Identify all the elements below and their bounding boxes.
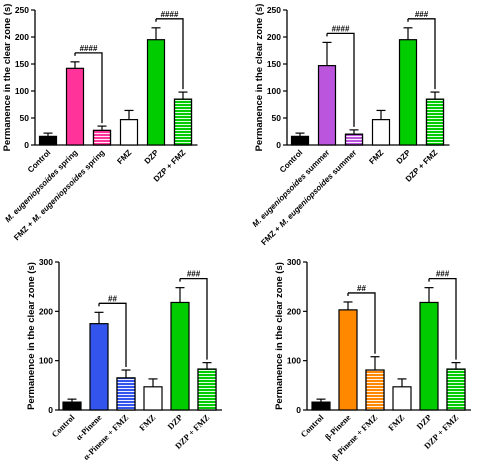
significance-label: ###: [415, 10, 429, 19]
y-axis-label: Permanence in the clear zone (s): [26, 262, 37, 410]
significance-label: ####: [161, 10, 179, 19]
category-label: Control: [278, 148, 304, 174]
category-label: Control: [298, 412, 325, 439]
y-tick-label: 0: [276, 140, 281, 150]
y-axis-label: Permanence in the clear zone (s): [254, 4, 265, 152]
bar: [371, 119, 391, 146]
category-label: FMZ: [386, 412, 407, 433]
bar: [290, 135, 310, 146]
bar: [392, 386, 412, 411]
bar: [311, 401, 331, 411]
bar: [65, 67, 85, 146]
bar-hatch: [446, 368, 466, 411]
significance-bracket: [180, 278, 208, 360]
category-label: FMZ: [367, 148, 385, 166]
y-tick-label: 250: [267, 5, 281, 15]
significance-label: ###: [187, 270, 201, 279]
significance-label: ##: [357, 284, 366, 293]
y-tick-label: 100: [15, 86, 29, 96]
significance-bracket: [75, 52, 103, 124]
bar: [62, 401, 82, 411]
y-tick-label: 200: [287, 306, 301, 316]
y-tick-label: 50: [272, 113, 282, 123]
category-label: DZP: [414, 412, 433, 431]
category-label: FMZ: [137, 412, 158, 433]
category-label: DZP: [165, 412, 184, 431]
significance-bracket: [156, 18, 184, 90]
category-label: Control: [26, 148, 52, 174]
significance-label: ####: [332, 24, 350, 33]
y-tick-label: 0: [296, 405, 301, 415]
bar: [317, 65, 337, 146]
significance-bracket: [348, 292, 376, 354]
y-axis-label: Permanence in the clear zone (s): [274, 262, 285, 410]
bar-hatch: [173, 98, 193, 146]
y-tick-label: 200: [267, 32, 281, 42]
significance-label: ###: [436, 270, 450, 279]
y-tick-label: 250: [15, 5, 29, 15]
bar-hatch: [365, 369, 385, 411]
y-tick-label: 0: [24, 140, 29, 150]
y-tick-label: 200: [39, 306, 53, 316]
bar: [89, 323, 109, 411]
y-tick-label: 300: [39, 257, 53, 267]
y-axis-label: Permanence in the clear zone (s): [2, 4, 13, 152]
bar: [419, 301, 439, 411]
y-tick-label: 150: [267, 59, 281, 69]
y-tick-label: 100: [287, 356, 301, 366]
bar: [398, 39, 418, 146]
significance-bracket: [327, 32, 355, 127]
y-tick-label: 300: [287, 257, 301, 267]
bar: [146, 39, 166, 146]
category-label: FMZ: [115, 148, 133, 166]
bar: [170, 301, 190, 411]
bar-hatch: [92, 129, 112, 146]
significance-bracket: [99, 302, 127, 368]
bar-hatch: [197, 368, 217, 411]
y-tick-label: 200: [15, 32, 29, 42]
significance-label: ####: [80, 44, 98, 53]
y-tick-label: 100: [39, 356, 53, 366]
bar-hatch: [344, 133, 364, 146]
significance-label: ##: [108, 294, 117, 303]
bar-hatch: [425, 98, 445, 146]
bar: [119, 119, 139, 146]
bar-hatch: [116, 377, 136, 411]
bar: [143, 386, 163, 411]
bar: [338, 309, 358, 411]
y-tick-label: 0: [48, 405, 53, 415]
y-tick-label: 50: [20, 113, 30, 123]
significance-bracket: [408, 18, 436, 90]
y-tick-label: 150: [15, 59, 29, 69]
significance-bracket: [429, 278, 457, 360]
y-tick-label: 100: [267, 86, 281, 96]
bar: [38, 135, 58, 146]
category-label: DZP: [143, 148, 161, 166]
category-label: DZP: [395, 148, 413, 166]
